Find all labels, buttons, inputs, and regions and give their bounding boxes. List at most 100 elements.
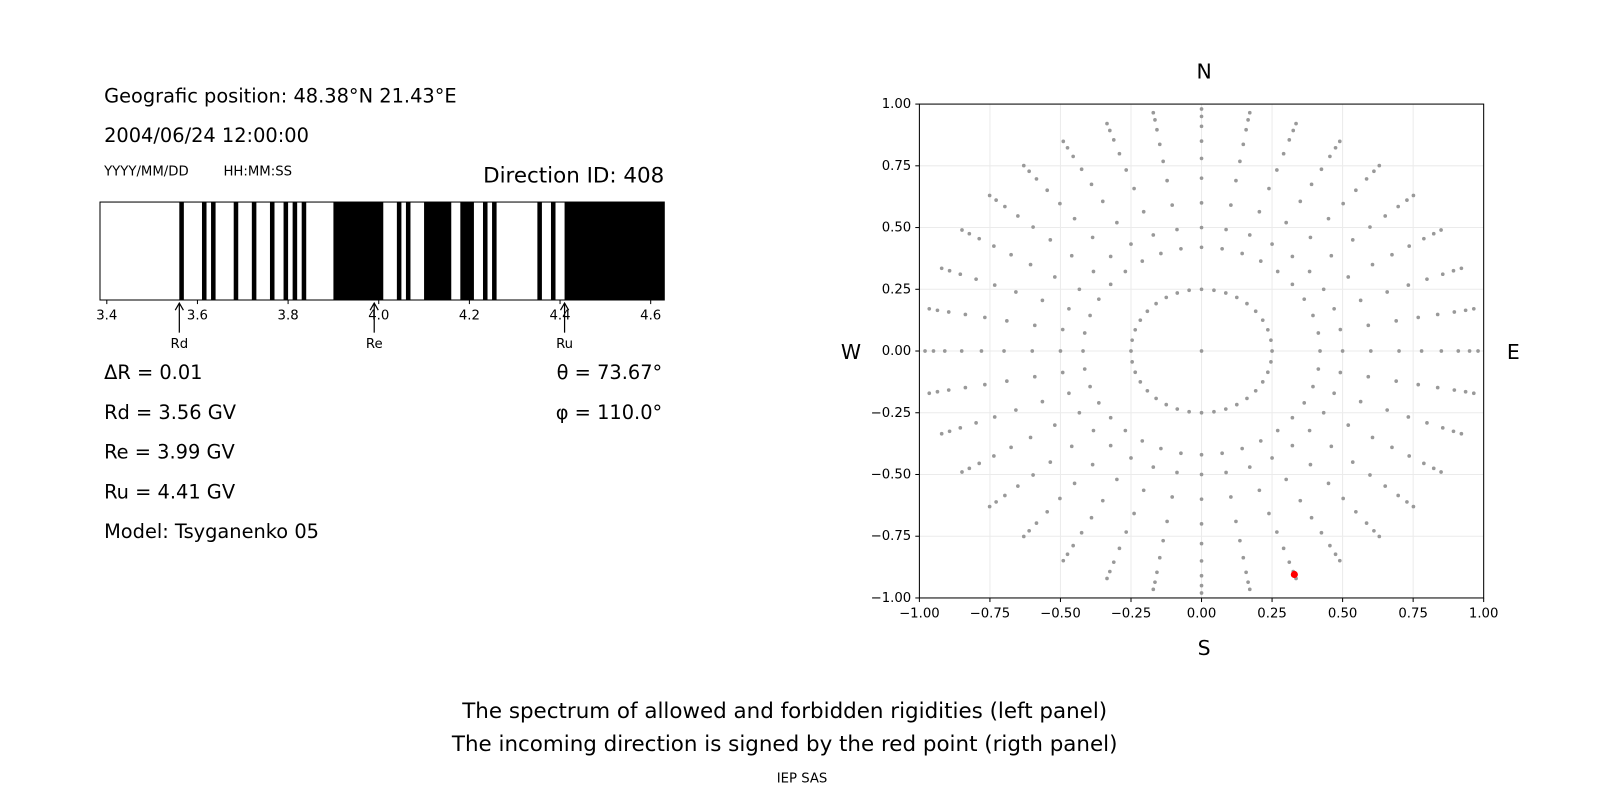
- direction-point: [1021, 163, 1026, 168]
- direction-point: [1338, 327, 1343, 332]
- direction-point: [1138, 318, 1143, 322]
- direction-point: [1179, 451, 1183, 456]
- direction-point: [1155, 570, 1159, 575]
- direction-point: [1346, 275, 1351, 279]
- direction-point: [992, 415, 997, 419]
- arrow-head: [369, 301, 379, 311]
- direction-point: [1199, 497, 1204, 502]
- direction-point: [1153, 580, 1157, 584]
- direction-point: [1405, 500, 1409, 504]
- direction-point: [1416, 382, 1421, 387]
- direction-point: [1321, 287, 1326, 292]
- band: [492, 202, 497, 300]
- direction-point: [1130, 338, 1134, 342]
- direction-point: [1151, 110, 1156, 115]
- direction-point: [1397, 349, 1401, 353]
- direction-point: [927, 391, 932, 396]
- direction-point: [1440, 272, 1445, 277]
- delta-text: ΔR = 0.01: [104, 361, 202, 384]
- direction-point: [1003, 493, 1007, 498]
- direction-point: [977, 461, 982, 466]
- direction-point: [1246, 118, 1250, 122]
- direction-point: [1270, 242, 1274, 246]
- direction-point: [1247, 110, 1252, 115]
- y-tick-label: 0.00: [882, 344, 912, 359]
- direction-point: [1199, 522, 1204, 526]
- position-text: Geografic position: 48.38°N 21.43°E: [104, 84, 457, 107]
- direction-point: [974, 277, 978, 281]
- direction-point: [1459, 431, 1464, 436]
- direction-point: [1366, 374, 1371, 379]
- date-format: YYYY/MM/DD: [103, 164, 189, 179]
- direction-point: [1069, 444, 1074, 449]
- direction-point: [942, 349, 947, 353]
- direction-point: [1199, 559, 1204, 563]
- direction-point: [1238, 538, 1242, 543]
- direction-point: [1132, 511, 1136, 516]
- x-tick-label: 4.6: [640, 308, 661, 323]
- direction-point: [1431, 231, 1436, 236]
- direction-point: [1199, 201, 1204, 205]
- direction-point: [1311, 313, 1315, 318]
- direction-point: [1100, 199, 1105, 204]
- direction-point: [1340, 349, 1345, 353]
- direction-point: [1267, 186, 1271, 191]
- direction-point: [1153, 118, 1157, 122]
- direction-point: [1368, 473, 1372, 477]
- phi-text: φ = 110.0°: [556, 401, 663, 424]
- direction-point: [1199, 573, 1204, 578]
- direction-point: [1071, 543, 1075, 548]
- direction-point: [1456, 349, 1461, 353]
- x-tick-label: 0.75: [1398, 606, 1428, 621]
- direction-point: [1065, 145, 1070, 150]
- compass-south: S: [1198, 636, 1211, 660]
- direction-point: [1164, 295, 1169, 300]
- direction-point: [963, 385, 968, 390]
- direction-point: [1269, 338, 1273, 342]
- direction-point: [1463, 389, 1468, 394]
- direction-point: [1199, 245, 1204, 250]
- direction-point: [1016, 484, 1020, 488]
- x-tick-label: 3.4: [96, 308, 117, 323]
- direction-point: [1009, 252, 1013, 257]
- direction-point: [1058, 201, 1062, 206]
- direction-point: [983, 382, 987, 387]
- band: [292, 202, 298, 300]
- direction-id: Direction ID: 408: [483, 164, 664, 189]
- direction-point: [1435, 385, 1440, 390]
- direction-point: [1291, 128, 1296, 133]
- direction-point: [1229, 495, 1233, 499]
- direction-point: [1199, 591, 1204, 595]
- direction-point: [963, 312, 968, 317]
- direction-point: [1107, 128, 1112, 133]
- direction-point: [1199, 156, 1204, 161]
- direction-point: [1257, 488, 1262, 493]
- direction-point: [1005, 319, 1009, 323]
- x-tick-label: −1.00: [899, 606, 940, 621]
- y-tick-label: 0.75: [882, 159, 912, 174]
- x-tick-label: 4.0: [368, 308, 389, 323]
- direction-point: [1159, 446, 1163, 451]
- direction-point: [927, 306, 932, 311]
- arrow-head: [174, 301, 184, 311]
- direction-point: [1281, 546, 1286, 551]
- direction-point: [1244, 570, 1248, 575]
- direction-point: [1108, 282, 1113, 287]
- direction-point: [1245, 301, 1249, 306]
- direction-point: [1077, 410, 1082, 415]
- x-tick-label: 1.00: [1469, 606, 1499, 621]
- direction-point: [1155, 127, 1159, 132]
- direction-point: [1326, 481, 1331, 486]
- direction-point: [1234, 178, 1238, 183]
- direction-point: [1028, 435, 1033, 440]
- direction-point: [1265, 370, 1270, 375]
- direction-point: [1170, 203, 1175, 207]
- direction-point: [1061, 558, 1066, 563]
- direction-point: [1161, 538, 1165, 543]
- direction-point: [1052, 275, 1057, 279]
- direction-point: [1220, 451, 1224, 456]
- band: [550, 202, 556, 300]
- direction-point: [992, 283, 997, 287]
